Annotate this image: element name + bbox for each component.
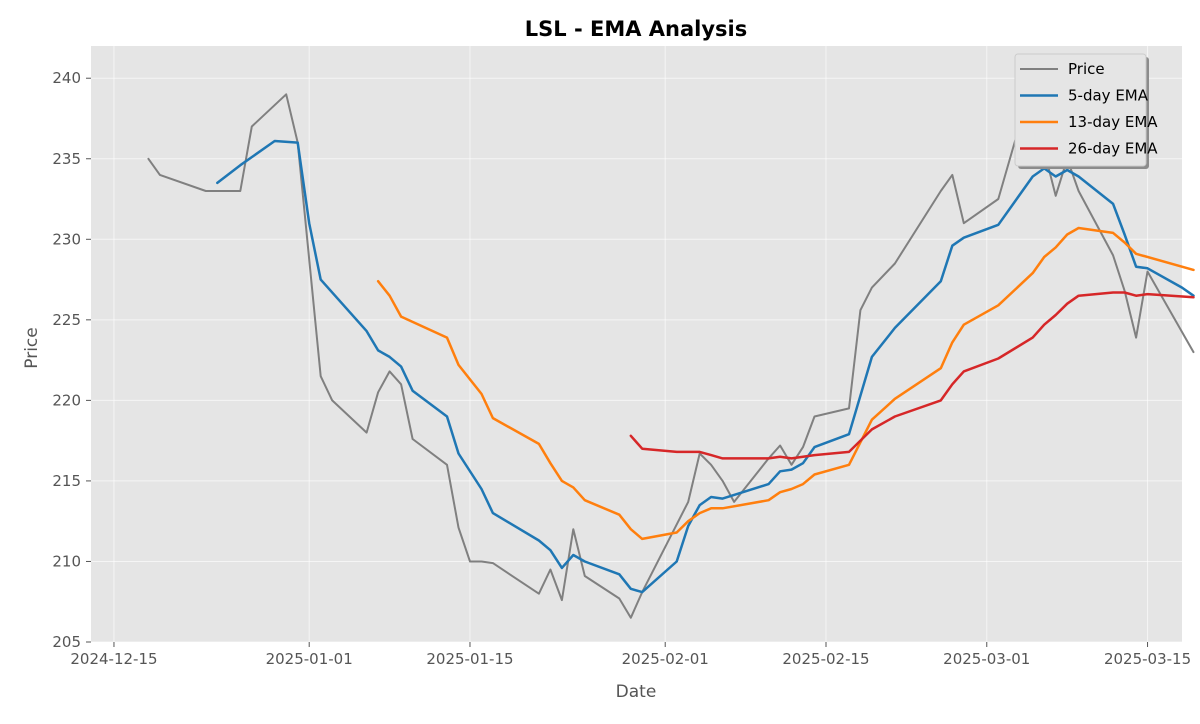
legend-label-5-day-ema: 5-day EMA [1068, 87, 1149, 105]
y-tick-label: 215 [52, 472, 81, 490]
plot-area [91, 46, 1182, 642]
x-tick-label: 2025-01-15 [426, 650, 513, 668]
series-line-26-day-ema [629, 291, 1195, 460]
axes: 205 210 215 220 225 230 235 240 2024-12-15 2025-0… [52, 69, 1191, 668]
x-tick-label: 2025-03-15 [1104, 650, 1191, 668]
series-line-13-day-ema [376, 226, 1195, 541]
y-tick-label: 225 [52, 311, 81, 329]
y-tick-label: 240 [52, 69, 81, 87]
x-tick-label: 2025-03-01 [943, 650, 1030, 668]
x-axis-label: Date [616, 682, 657, 702]
legend-label-13-day-ema: 13-day EMA [1068, 113, 1158, 131]
series-line-5-day-ema [216, 139, 1195, 594]
legend: Price 5-day EMA 13-day EMA 26-day EMA [1014, 53, 1158, 169]
x-tick-label: 2025-02-01 [622, 650, 709, 668]
grid-lines [91, 46, 1182, 643]
y-tick-label: 205 [52, 633, 81, 651]
y-tick-label: 230 [52, 230, 81, 248]
chart-title: LSL - EMA Analysis [525, 17, 748, 41]
legend-items: Price 5-day EMA 13-day EMA 26-day EMA [1020, 60, 1158, 158]
y-tick-label: 235 [52, 150, 81, 168]
legend-label-26-day-ema: 26-day EMA [1068, 140, 1158, 158]
legend-label-price: Price [1068, 60, 1105, 78]
x-tick-label: 2024-12-15 [70, 650, 157, 668]
legend-box [1014, 53, 1147, 167]
x-tick-label: 2025-01-01 [266, 650, 353, 668]
y-tick-label: 220 [52, 391, 81, 409]
y-axis-label: Price [22, 327, 42, 368]
x-tick-label: 2025-02-15 [782, 650, 869, 668]
y-tick-label: 210 [52, 552, 81, 570]
